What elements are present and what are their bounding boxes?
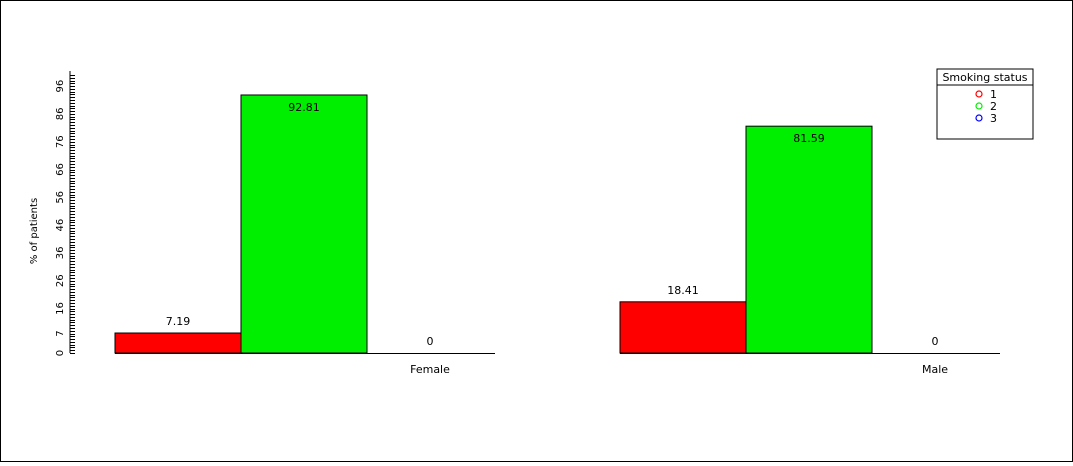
y-tick-label: 96 <box>55 80 66 93</box>
data-label: 0 <box>932 335 939 348</box>
data-label: 7.19 <box>166 315 191 328</box>
y-axis: 0 7 16 26 36 46 56 66 76 86 96 <box>55 71 75 356</box>
legend-marker <box>975 90 983 98</box>
y-tick-label: 0 <box>55 350 66 356</box>
data-label: 81.59 <box>793 132 825 145</box>
legend-item-label: 1 <box>990 88 997 101</box>
legend-box <box>936 68 1034 140</box>
y-tick-label: 36 <box>55 247 66 260</box>
category-label: Female <box>410 363 450 376</box>
bar <box>619 301 747 354</box>
y-axis-title: % of patients <box>29 198 40 264</box>
y-tick-label: 86 <box>55 108 66 121</box>
category-label: Male <box>922 363 948 376</box>
y-tick-label: 16 <box>55 302 66 315</box>
bar-group-male: 18.41 81.59 0 Male <box>619 125 1000 376</box>
bar-group-female: 7.19 92.81 0 Female <box>114 94 495 376</box>
bars: 7.19 92.81 0 Female 18.41 81.59 0 Male <box>114 94 1000 376</box>
legend-marker <box>975 102 983 110</box>
bar <box>114 332 242 354</box>
y-tick-label: 66 <box>55 163 66 176</box>
data-label: 0 <box>427 335 434 348</box>
y-tick-label: 46 <box>55 219 66 232</box>
data-label: 92.81 <box>288 101 320 114</box>
bar <box>745 125 873 354</box>
y-tick-label: 7 <box>55 330 66 336</box>
data-label: 18.41 <box>667 284 699 297</box>
bar <box>240 94 368 354</box>
legend-item-label: 3 <box>990 112 997 125</box>
legend: Smoking status 123 <box>936 68 1034 140</box>
legend-title: Smoking status <box>942 71 1027 84</box>
y-tick-label: 56 <box>55 191 66 204</box>
legend-marker <box>975 114 983 122</box>
legend-item-label: 2 <box>990 100 997 113</box>
y-tick-label: 26 <box>55 274 66 287</box>
y-tick-label: 76 <box>55 135 66 148</box>
